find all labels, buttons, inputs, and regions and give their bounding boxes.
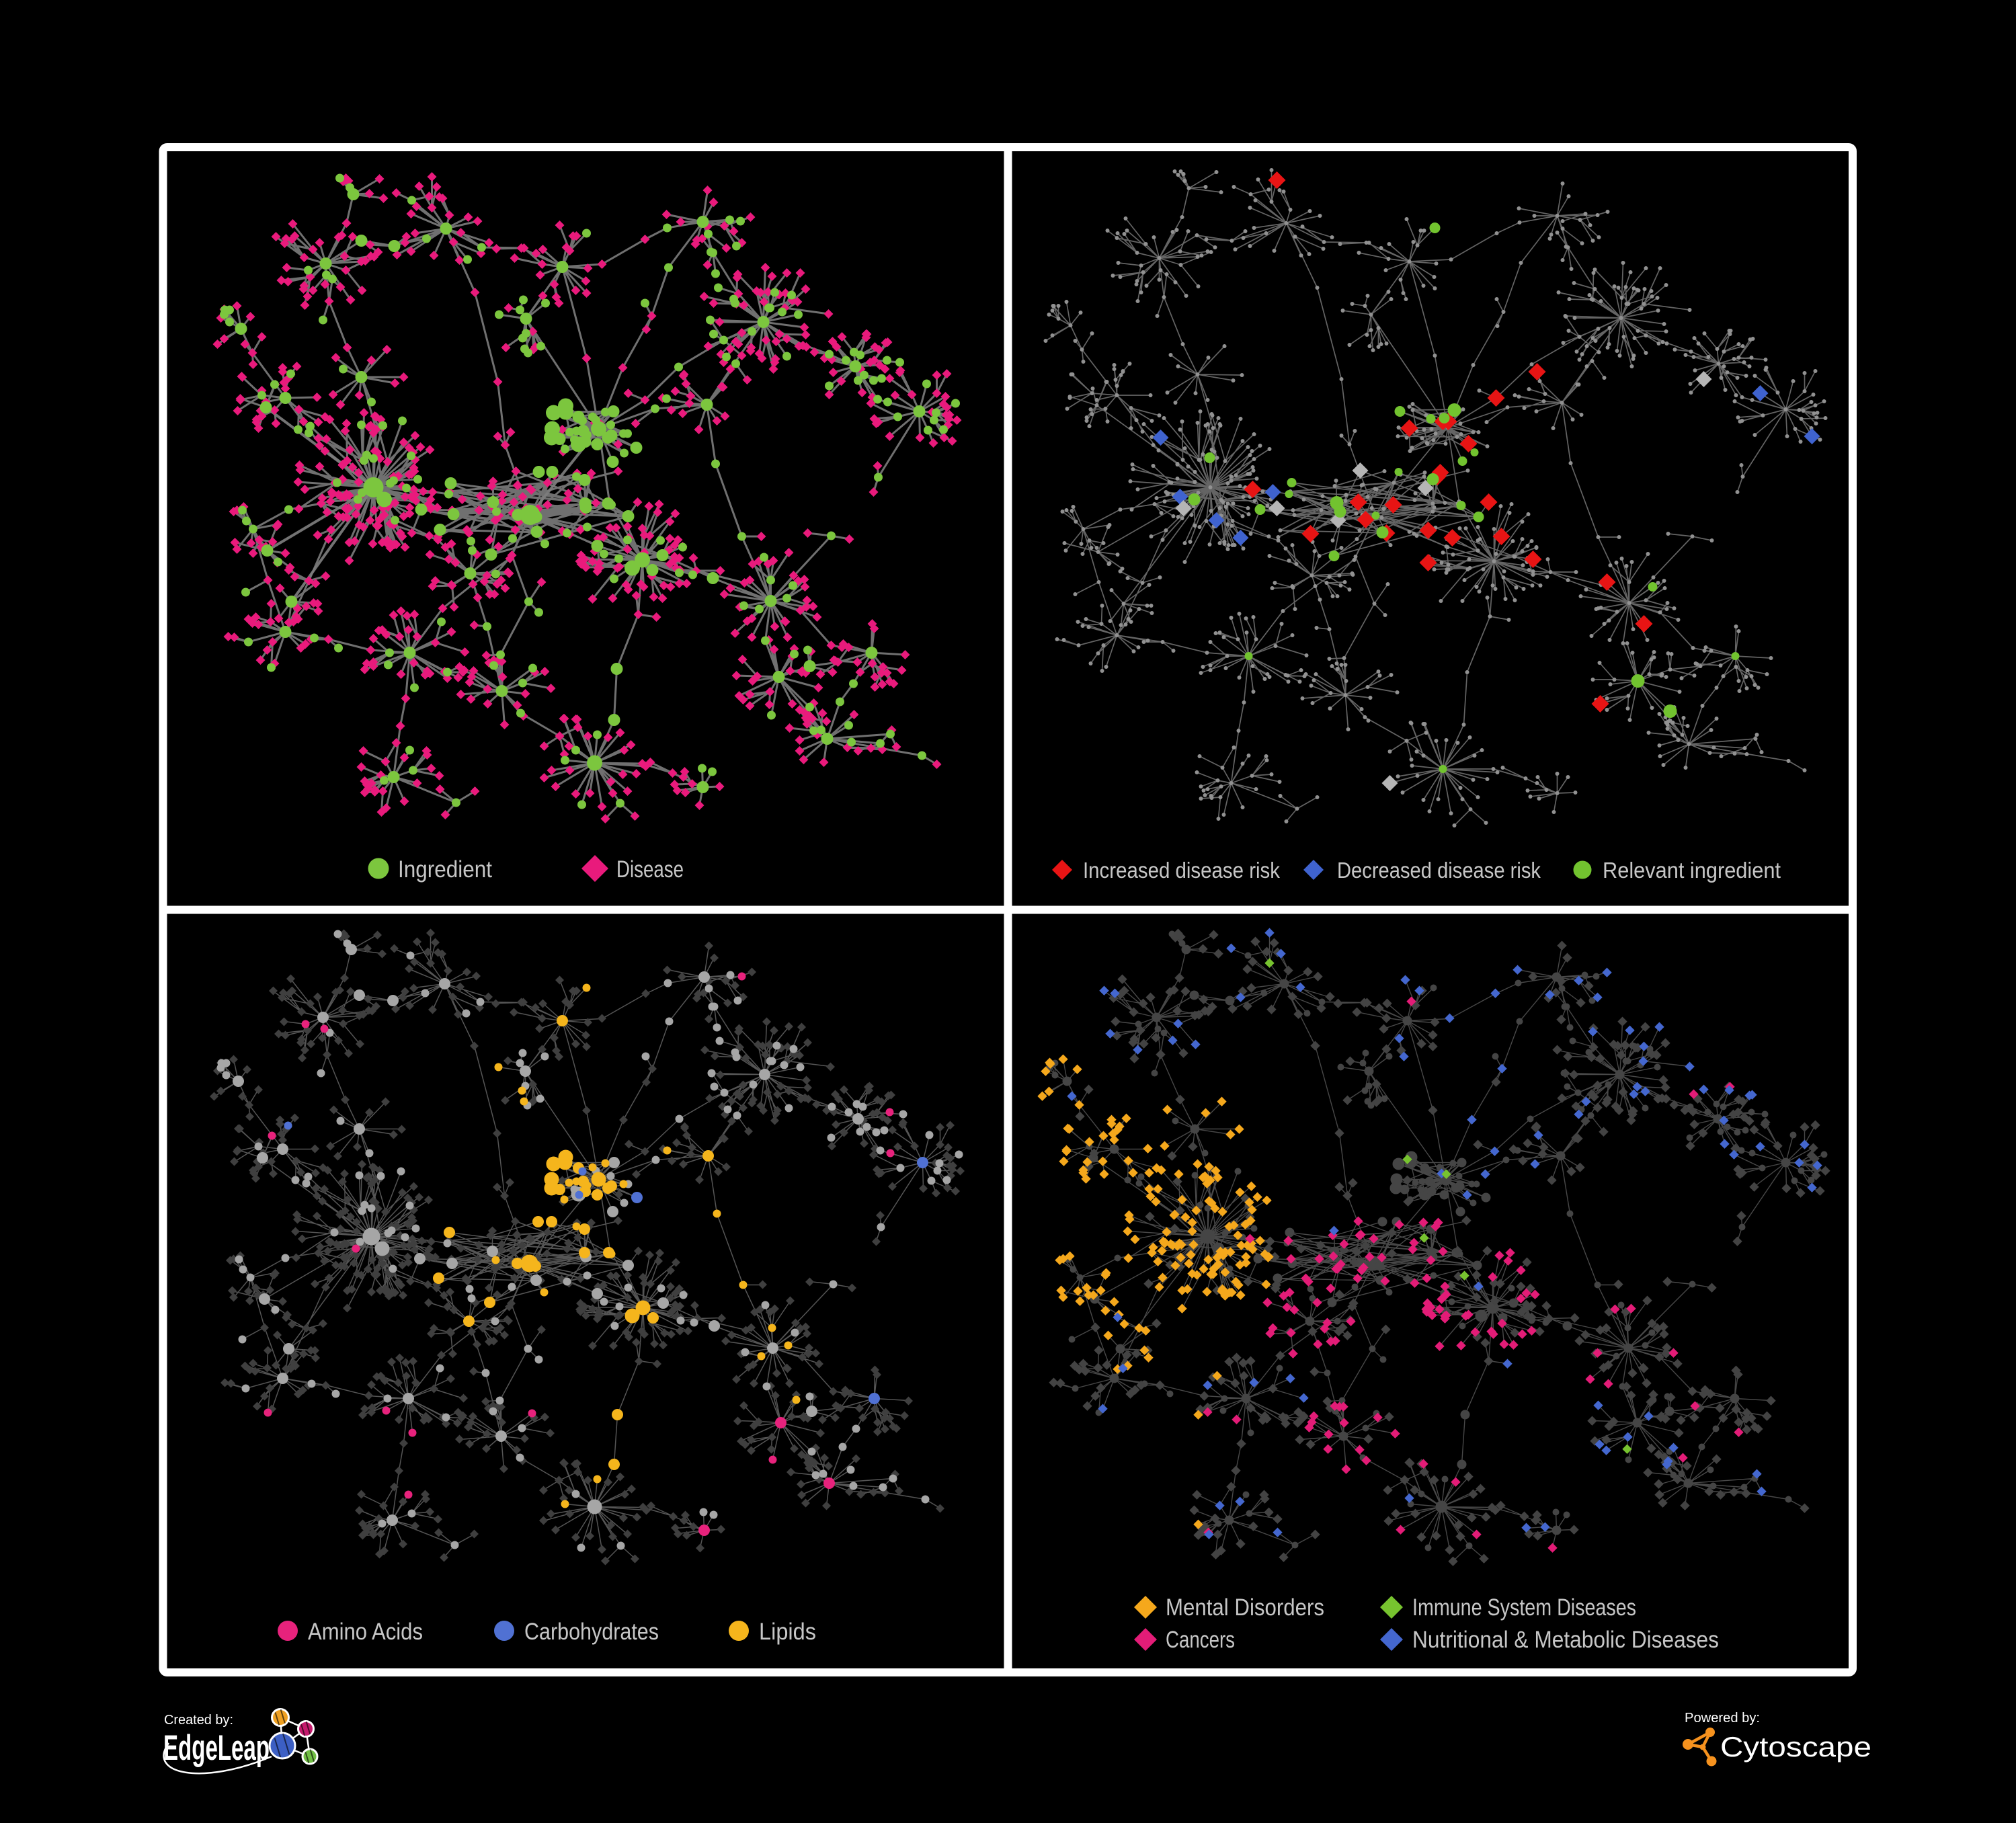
svg-text:Lipids: Lipids bbox=[759, 1619, 816, 1645]
svg-text:Ingredient: Ingredient bbox=[398, 856, 492, 883]
svg-text:Mental Disorders: Mental Disorders bbox=[1166, 1594, 1324, 1621]
svg-text:Decreased disease risk: Decreased disease risk bbox=[1337, 858, 1541, 883]
svg-text:Immune System Diseases: Immune System Diseases bbox=[1412, 1594, 1636, 1621]
svg-text:Increased disease risk: Increased disease risk bbox=[1083, 858, 1280, 883]
svg-text:Amino Acids: Amino Acids bbox=[308, 1619, 423, 1645]
svg-text:Carbohydrates: Carbohydrates bbox=[524, 1619, 659, 1645]
svg-text:Cancers: Cancers bbox=[1166, 1627, 1235, 1653]
svg-text:Created by:: Created by: bbox=[164, 1713, 233, 1728]
svg-text:Powered by:: Powered by: bbox=[1685, 1711, 1760, 1726]
svg-text:Nutritional & Metabolic Diseas: Nutritional & Metabolic Diseases bbox=[1412, 1627, 1719, 1653]
svg-text:Relevant ingredient: Relevant ingredient bbox=[1603, 858, 1781, 883]
svg-text:Disease: Disease bbox=[616, 856, 684, 883]
svg-text:Cytoscape: Cytoscape bbox=[1720, 1731, 1871, 1763]
svg-text:EdgeLeap: EdgeLeap bbox=[163, 1728, 270, 1768]
